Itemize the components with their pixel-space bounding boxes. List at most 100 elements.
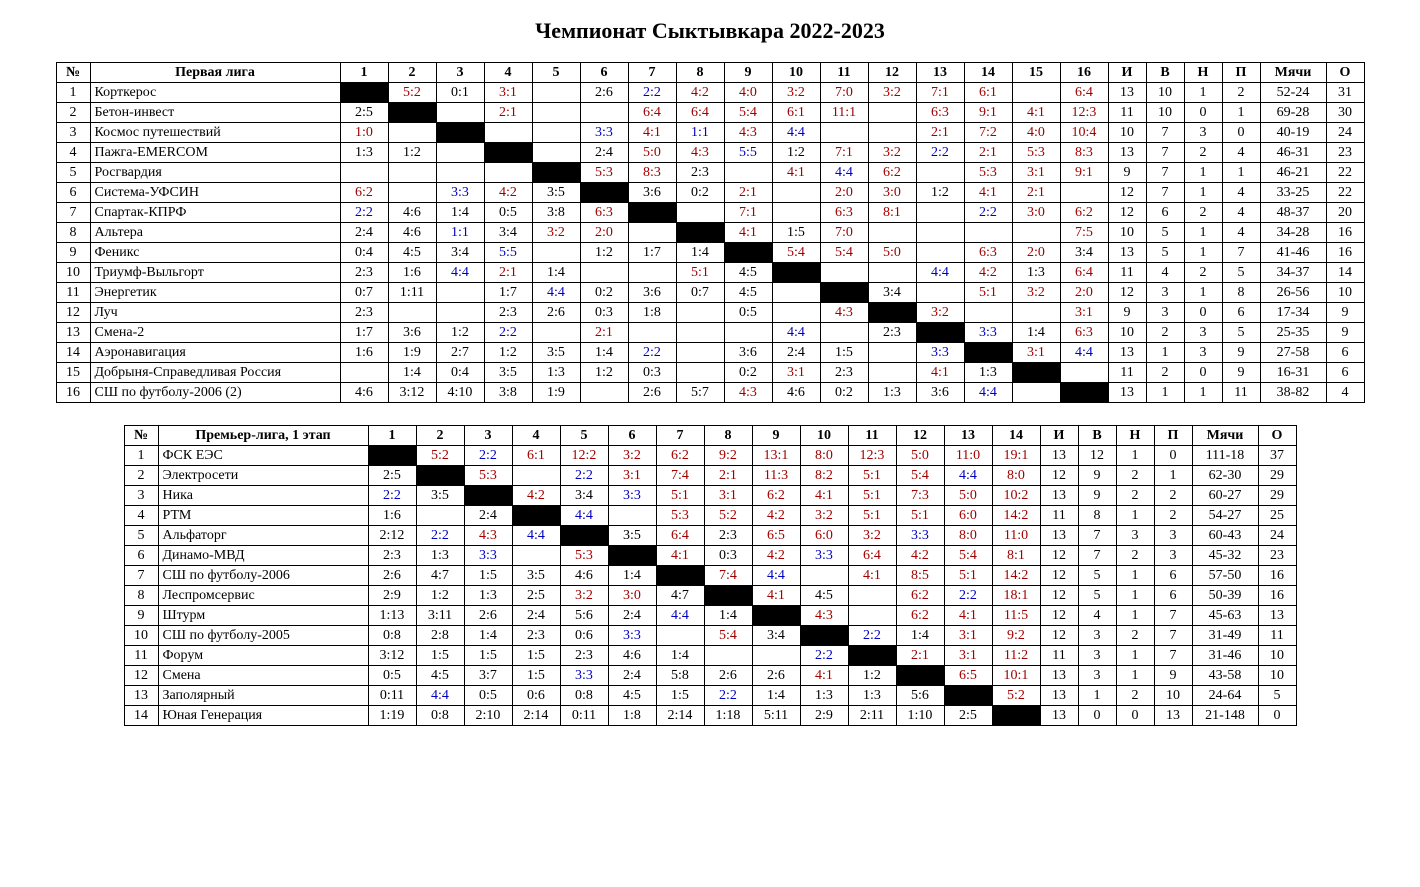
stat-cell: 31-46 [1192, 646, 1258, 666]
team-name: Триумф-Выльгорт [90, 263, 340, 283]
col-header-num: № [56, 63, 90, 83]
stat-cell: 12 [1040, 466, 1078, 486]
score-cell [436, 163, 484, 183]
score-cell [848, 586, 896, 606]
score-cell: 1:0 [340, 123, 388, 143]
col-header-opponent: 10 [800, 426, 848, 446]
stat-cell: 16 [1258, 566, 1296, 586]
diagonal-cell [416, 466, 464, 486]
score-cell: 5:4 [704, 626, 752, 646]
score-cell: 0:7 [340, 283, 388, 303]
score-cell: 4:7 [656, 586, 704, 606]
row-number: 5 [124, 526, 158, 546]
score-cell [416, 506, 464, 526]
tables-container: №Первая лига12345678910111213141516ИВНПМ… [20, 62, 1400, 726]
score-cell: 1:4 [608, 566, 656, 586]
score-cell: 1:2 [416, 586, 464, 606]
score-cell: 10:1 [992, 666, 1040, 686]
score-cell: 1:4 [388, 363, 436, 383]
score-cell: 4:3 [464, 526, 512, 546]
score-cell: 0:3 [580, 303, 628, 323]
team-name: Феникс [90, 243, 340, 263]
row-number: 1 [56, 83, 90, 103]
stat-cell: 10 [1108, 123, 1146, 143]
score-cell: 1:2 [436, 323, 484, 343]
score-cell: 5:6 [560, 606, 608, 626]
score-cell: 1:4 [532, 263, 580, 283]
score-cell [484, 163, 532, 183]
score-cell: 2:4 [608, 666, 656, 686]
score-cell [868, 343, 916, 363]
score-cell [964, 303, 1012, 323]
score-cell: 6:2 [752, 486, 800, 506]
score-cell: 3:4 [868, 283, 916, 303]
col-header-opponent: 5 [532, 63, 580, 83]
stat-cell: 3 [1146, 283, 1184, 303]
stat-cell: 9 [1108, 163, 1146, 183]
col-header-stat: О [1258, 426, 1296, 446]
score-cell: 0:6 [512, 686, 560, 706]
score-cell: 0:3 [704, 546, 752, 566]
score-cell [580, 263, 628, 283]
score-cell [628, 263, 676, 283]
score-cell [752, 646, 800, 666]
diagonal-cell [1060, 383, 1108, 403]
score-cell: 9:2 [992, 626, 1040, 646]
score-cell: 2:14 [512, 706, 560, 726]
score-cell: 2:1 [580, 323, 628, 343]
score-cell: 5:5 [484, 243, 532, 263]
score-cell: 3:2 [800, 506, 848, 526]
stat-cell: 17-34 [1260, 303, 1326, 323]
stat-cell: 111-18 [1192, 446, 1258, 466]
stat-cell: 7 [1078, 546, 1116, 566]
score-cell: 1:19 [368, 706, 416, 726]
score-cell: 1:13 [368, 606, 416, 626]
stat-cell: 4 [1222, 143, 1260, 163]
stat-cell: 13 [1108, 383, 1146, 403]
team-name: Форум [158, 646, 368, 666]
col-header-opponent: 4 [512, 426, 560, 446]
score-cell: 3:3 [560, 666, 608, 686]
score-cell: 9:2 [704, 446, 752, 466]
score-cell: 2:1 [916, 123, 964, 143]
score-cell: 7:0 [820, 83, 868, 103]
stat-cell: 1 [1116, 566, 1154, 586]
score-cell [676, 343, 724, 363]
stat-cell: 13 [1258, 606, 1296, 626]
score-cell: 3:3 [916, 343, 964, 363]
score-cell [512, 546, 560, 566]
score-cell [1012, 223, 1060, 243]
score-cell [848, 606, 896, 626]
col-header-opponent: 9 [752, 426, 800, 446]
score-cell [1060, 183, 1108, 203]
score-cell: 2:4 [580, 143, 628, 163]
diagonal-cell [724, 243, 772, 263]
score-cell: 3:3 [896, 526, 944, 546]
score-cell: 4:1 [800, 666, 848, 686]
stat-cell: 24-64 [1192, 686, 1258, 706]
stat-cell: 20 [1326, 203, 1364, 223]
score-cell: 4:7 [416, 566, 464, 586]
stat-cell: 7 [1146, 143, 1184, 163]
score-cell: 2:6 [704, 666, 752, 686]
team-name: Луч [90, 303, 340, 323]
score-cell: 8:1 [992, 546, 1040, 566]
row-number: 13 [56, 323, 90, 343]
row-number: 1 [124, 446, 158, 466]
stat-cell: 4 [1222, 223, 1260, 243]
score-cell: 2:4 [772, 343, 820, 363]
stat-cell: 13 [1040, 526, 1078, 546]
diagonal-cell [340, 83, 388, 103]
score-cell: 3:1 [608, 466, 656, 486]
col-header-opponent: 6 [608, 426, 656, 446]
stat-cell: 41-46 [1260, 243, 1326, 263]
score-cell: 4:4 [772, 323, 820, 343]
stat-cell: 1 [1116, 666, 1154, 686]
team-name: Аэронавигация [90, 343, 340, 363]
score-cell: 1:9 [388, 343, 436, 363]
stat-cell: 22 [1326, 183, 1364, 203]
team-name: Космос путешествий [90, 123, 340, 143]
diagonal-cell [560, 526, 608, 546]
score-cell: 3:1 [944, 626, 992, 646]
score-cell [532, 123, 580, 143]
